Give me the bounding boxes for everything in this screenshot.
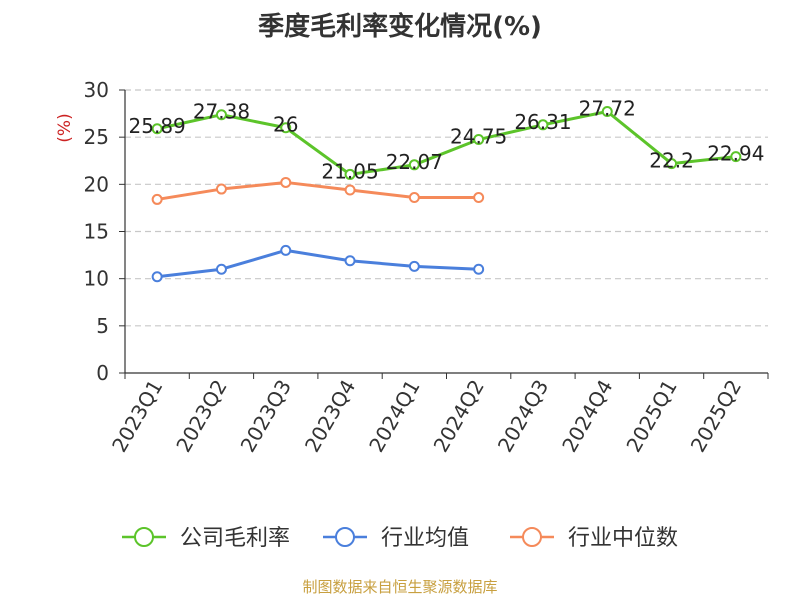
legend-marker (522, 527, 542, 547)
data-label: 26 (273, 113, 298, 137)
series-line (156, 180, 479, 201)
x-tick-label: 2023Q1 (107, 376, 167, 457)
data-label: 22.94 (707, 142, 764, 166)
y-tick-label: 25 (84, 125, 109, 149)
data-point (344, 255, 356, 267)
data-point (408, 192, 420, 204)
y-axis-label: (%) (55, 113, 75, 142)
legend-marker (134, 527, 154, 547)
data-point (151, 271, 163, 283)
data-label: 25.89 (129, 114, 186, 138)
data-point (151, 193, 163, 205)
x-tick-label: 2023Q2 (171, 376, 231, 457)
source-footer: 制图数据来自恒生聚源数据库 (302, 578, 498, 596)
data-point (408, 159, 420, 171)
data-point (730, 151, 742, 163)
y-tick-label: 5 (96, 314, 109, 338)
x-tick-label: 2024Q4 (557, 376, 617, 457)
x-tick-label: 2024Q3 (493, 376, 553, 457)
x-tick-label: 2023Q3 (236, 376, 296, 457)
data-label: 22.07 (386, 150, 443, 174)
data-label: 26.31 (514, 110, 571, 134)
y-tick-label: 20 (84, 172, 109, 196)
data-point (215, 263, 227, 275)
legend-marker (335, 527, 355, 547)
data-point (344, 168, 356, 180)
x-tick-label: 2025Q1 (621, 376, 681, 457)
data-label: 22.2 (649, 149, 694, 173)
data-point (473, 134, 485, 146)
x-tick-label: 2023Q4 (300, 376, 360, 457)
y-tick-label: 0 (96, 361, 109, 385)
series-line (156, 110, 737, 176)
data-point (601, 106, 613, 118)
data-point (537, 119, 549, 131)
data-point (473, 263, 485, 275)
y-tick-label: 15 (84, 220, 109, 244)
legend-label: 行业中位数 (568, 526, 678, 551)
data-point (344, 184, 356, 196)
data-point (215, 109, 227, 121)
legend-label: 公司毛利率 (180, 526, 290, 551)
chart-title: 季度毛利率变化情况(%) (258, 12, 542, 42)
x-tick-label: 2025Q2 (686, 376, 746, 457)
x-tick-label: 2024Q2 (429, 376, 489, 457)
data-point (151, 123, 163, 135)
data-label: 27.38 (193, 100, 250, 124)
y-tick-label: 30 (84, 78, 109, 102)
series-line (156, 248, 479, 279)
data-label: 27.72 (579, 97, 636, 121)
data-point (280, 176, 292, 188)
x-tick-label: 2024Q1 (364, 376, 424, 457)
data-label: 24.75 (450, 125, 507, 149)
data-point (408, 260, 420, 272)
legend-label: 行业均值 (381, 526, 469, 551)
data-point (280, 122, 292, 134)
data-point (666, 158, 678, 170)
y-tick-label: 10 (84, 267, 109, 291)
data-point (280, 244, 292, 256)
data-label: 21.05 (321, 159, 378, 183)
data-point (215, 183, 227, 195)
data-point (473, 192, 485, 204)
